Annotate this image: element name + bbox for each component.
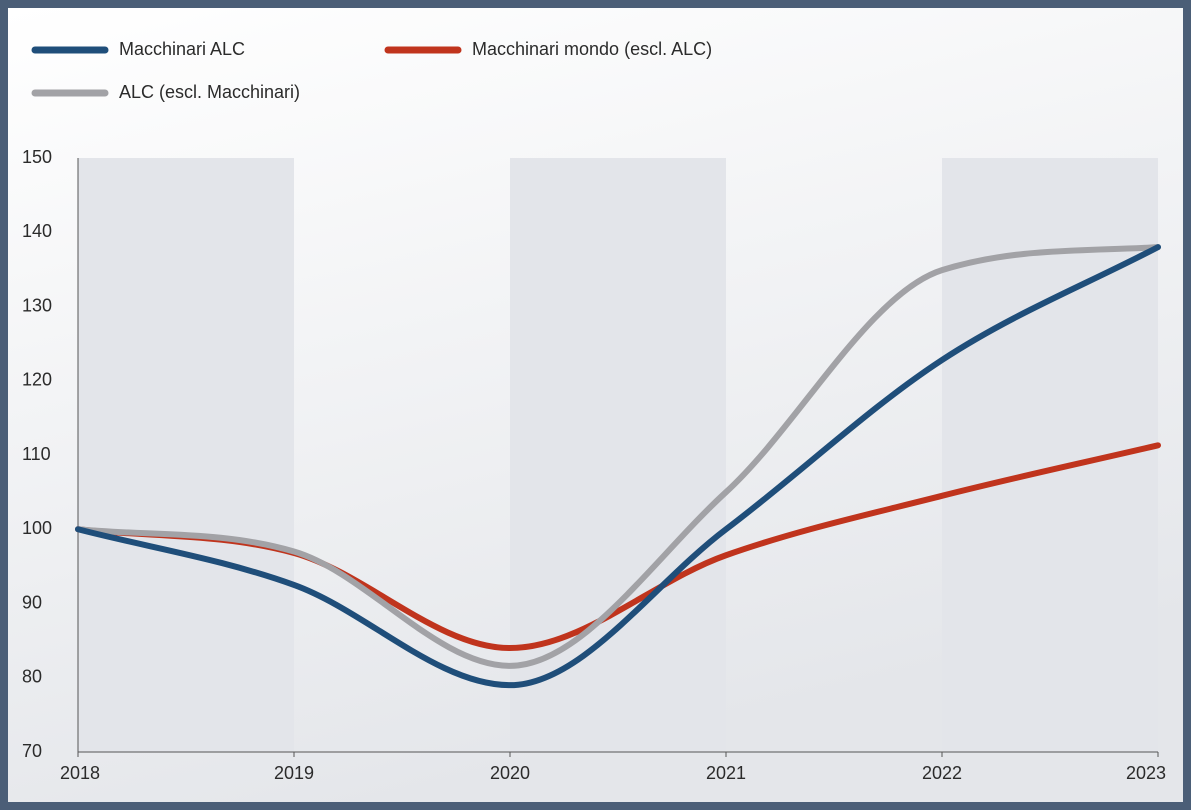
labels: 70 80 90 100 110 120 130 140 150 2018 2019 2020 2021… — [22, 39, 1166, 783]
x-tick-label: 2021 — [706, 763, 746, 783]
y-tick-label: 90 — [22, 592, 42, 612]
y-tick-label: 130 — [22, 295, 52, 315]
y-tick-label: 70 — [22, 741, 42, 761]
legend-label: ALC (escl. Macchinari) — [119, 82, 300, 102]
legend-label: Macchinari ALC — [119, 39, 245, 59]
x-tick-label: 2018 — [60, 763, 100, 783]
x-tick-label: 2022 — [922, 763, 962, 783]
lines — [75, 244, 1161, 689]
year-band — [510, 158, 726, 752]
y-tick-label: 140 — [22, 221, 52, 241]
x-tick-label: 2020 — [490, 763, 530, 783]
y-tick-label: 150 — [22, 147, 52, 167]
series-line — [75, 244, 1161, 689]
year-band — [78, 158, 294, 752]
y-tick-label: 100 — [22, 518, 52, 538]
x-tick-label: 2023 — [1126, 763, 1166, 783]
series-line — [75, 244, 1161, 669]
bands — [77, 158, 1159, 757]
y-tick-label: 120 — [22, 370, 52, 390]
x-tick-label: 2019 — [274, 763, 314, 783]
y-tick-label: 110 — [22, 444, 51, 464]
legend-label: Macchinari mondo (escl. ALC) — [472, 39, 712, 59]
y-tick-label: 80 — [22, 667, 42, 687]
